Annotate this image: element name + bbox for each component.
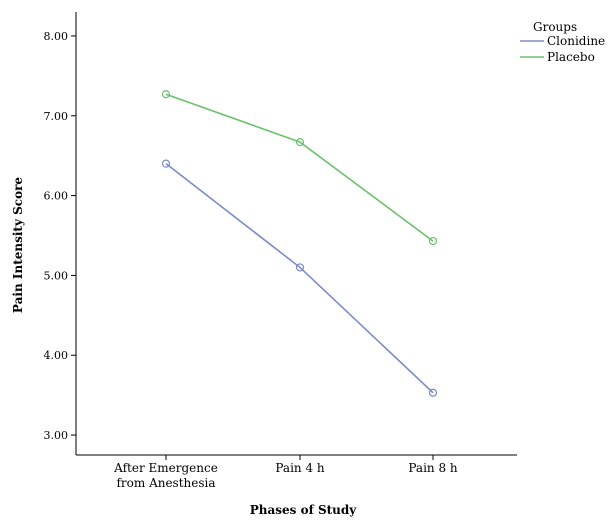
x-axis-title: Phases of Study <box>250 503 358 517</box>
y-tick-label: 3.00 <box>44 429 69 442</box>
y-tick-label: 5.00 <box>44 269 69 282</box>
legend: Groups Clonidine Placebo <box>520 20 605 64</box>
y-tick-label: 6.00 <box>44 190 69 203</box>
series-layer <box>161 90 438 397</box>
data-point-placebo <box>295 138 305 147</box>
y-tick-label: 7.00 <box>44 110 69 123</box>
data-point-clonidine <box>161 159 171 168</box>
data-point-clonidine <box>428 388 438 397</box>
series-line-placebo <box>165 93 434 242</box>
x-axis: After Emergence from Anesthesia Pain 4 h Pa… <box>76 454 517 490</box>
series-clonidine <box>161 159 438 397</box>
x-tick-label: Pain 8 h <box>408 461 458 475</box>
data-point-placebo <box>428 236 438 246</box>
legend-label-clonidine: Clonidine <box>547 34 605 48</box>
y-tick-label: 4.00 <box>44 349 69 362</box>
series-placebo <box>161 90 438 246</box>
x-tick-label: Pain 4 h <box>275 461 325 475</box>
x-tick-label: After Emergence from Anesthesia <box>113 461 218 490</box>
legend-label-placebo: Placebo <box>547 50 595 64</box>
y-axis: 3.00 4.00 5.00 6.00 7.00 8.00 <box>44 12 77 455</box>
y-tick-label: 8.00 <box>44 30 69 43</box>
series-line-clonidine <box>165 163 434 394</box>
data-point-placebo <box>161 90 171 99</box>
y-axis-title: Pain Intensity Score <box>11 177 25 313</box>
legend-title: Groups <box>533 20 577 34</box>
data-point-clonidine <box>295 263 305 272</box>
